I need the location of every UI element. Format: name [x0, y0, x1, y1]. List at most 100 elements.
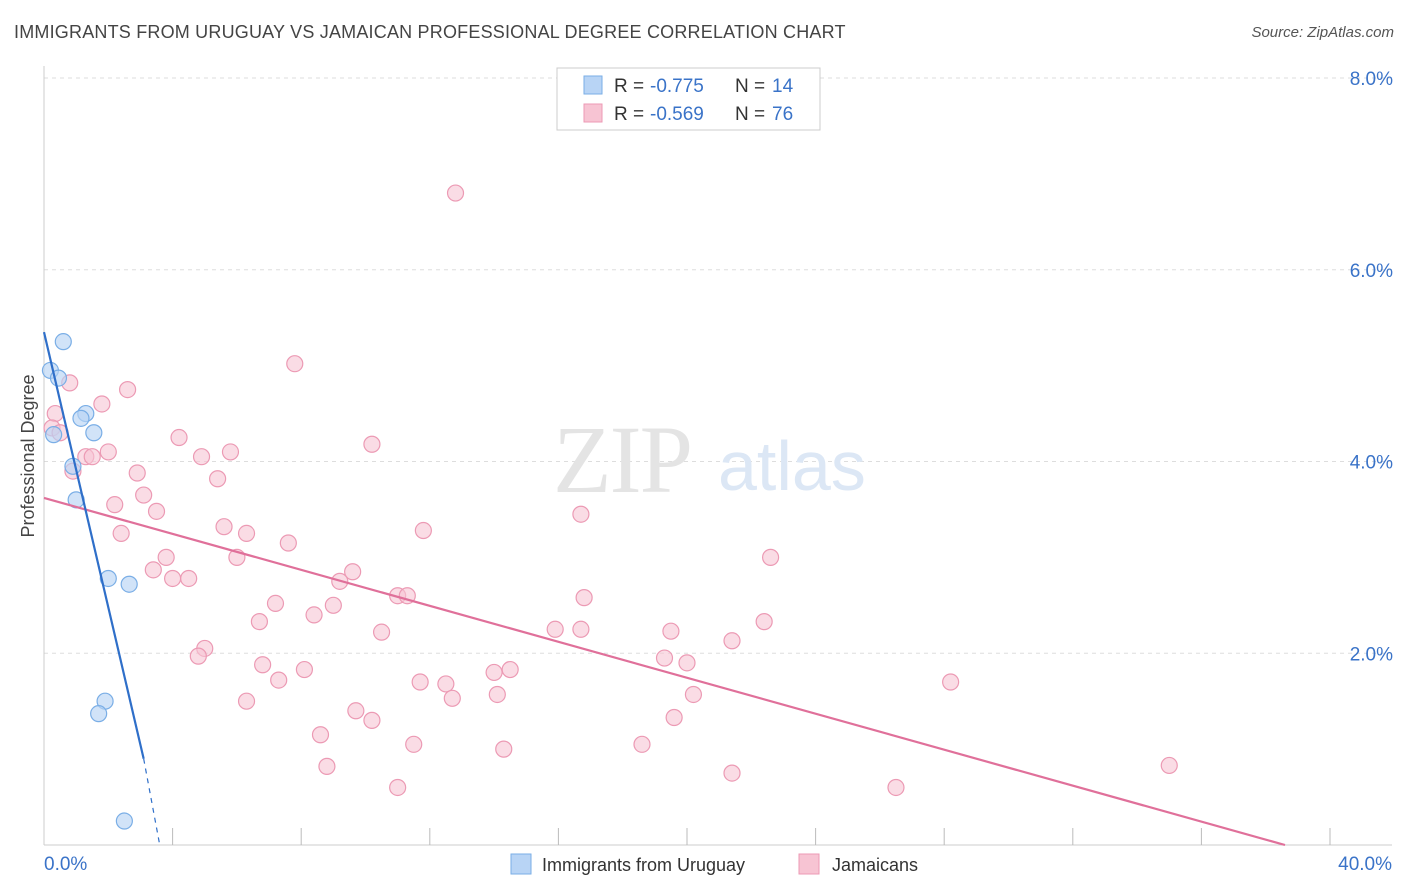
stats-r-value-jamaica: -0.569 — [650, 104, 704, 125]
data-point-jamaicans — [170, 428, 188, 447]
y-tick-label: 6.0% — [1350, 261, 1393, 282]
data-point-jamaicans — [572, 505, 590, 523]
data-point-jamaicans — [665, 708, 683, 727]
data-point-jamaicans — [295, 660, 314, 679]
axes — [43, 66, 1392, 846]
data-point-jamaicans — [209, 470, 227, 488]
data-point-jamaicans — [723, 764, 741, 782]
data-point-jamaicans — [723, 632, 741, 650]
data-point-jamaicans — [411, 673, 429, 691]
data-point-jamaicans — [254, 656, 272, 674]
data-point-jamaicans — [437, 675, 455, 693]
data-point-uruguay — [85, 424, 103, 442]
data-point-uruguay — [99, 569, 117, 588]
data-point-jamaicans — [279, 534, 297, 552]
data-point-jamaicans — [157, 548, 175, 566]
data-point-jamaicans — [363, 711, 381, 729]
data-point-jamaicans — [106, 496, 124, 514]
data-point-jamaicans — [180, 569, 198, 588]
data-point-jamaicans — [286, 355, 304, 373]
data-point-jamaicans — [546, 620, 564, 638]
data-point-jamaicans — [221, 443, 240, 461]
stats-n-value-uruguay: 14 — [772, 76, 794, 97]
data-point-jamaicans — [488, 685, 506, 704]
data-point-jamaicans — [572, 620, 590, 638]
data-point-jamaicans — [405, 735, 423, 753]
data-point-jamaicans — [128, 464, 146, 482]
stats-n-label-jamaica: N = — [735, 104, 765, 125]
data-point-jamaicans — [414, 521, 432, 540]
data-point-jamaicans — [144, 561, 162, 579]
source-label: Source: ZipAtlas.com — [1251, 24, 1394, 41]
data-point-jamaicans — [250, 613, 269, 631]
trend-line-jamaicans — [43, 496, 1286, 847]
data-point-jamaicans — [684, 685, 703, 704]
data-point-jamaicans — [112, 524, 130, 543]
watermark-zip: ZIP — [553, 406, 691, 513]
data-point-jamaicans — [266, 594, 285, 612]
data-point-uruguay — [115, 812, 133, 830]
data-point-jamaicans — [446, 184, 465, 202]
trend-line-uruguay-extension — [143, 758, 161, 846]
stats-swatch-jamaica — [583, 103, 603, 123]
data-point-jamaicans — [347, 702, 365, 720]
data-point-uruguay — [90, 705, 108, 723]
data-point-jamaicans — [1160, 756, 1178, 775]
data-point-jamaicans — [887, 778, 905, 797]
chart-title: IMMIGRANTS FROM URUGUAY VS JAMAICAN PROF… — [14, 22, 846, 42]
data-point-jamaicans — [83, 448, 101, 466]
data-point-jamaicans — [942, 673, 960, 691]
data-point-jamaicans — [655, 649, 674, 667]
x-tick-label: 40.0% — [1338, 854, 1392, 875]
data-point-jamaicans — [215, 518, 233, 536]
data-point-jamaicans — [305, 606, 323, 624]
data-point-jamaicans — [99, 443, 117, 461]
data-point-jamaicans — [147, 502, 166, 520]
data-point-jamaicans — [324, 596, 342, 614]
data-point-jamaicans — [237, 524, 256, 543]
y-tick-label: 2.0% — [1350, 644, 1393, 665]
data-point-jamaicans — [678, 654, 696, 672]
data-point-uruguay — [54, 333, 72, 351]
data-point-jamaicans — [344, 563, 362, 581]
data-point-jamaicans — [164, 569, 182, 588]
stats-legend: R = -0.775 N = 14 R = -0.569 N = 76 — [556, 67, 821, 131]
y-tick-label: 8.0% — [1350, 69, 1393, 90]
data-point-jamaicans — [761, 548, 780, 566]
data-point-jamaicans — [755, 613, 773, 631]
legend-swatch-uruguay — [510, 853, 532, 875]
stats-r-label-uruguay: R = — [614, 76, 644, 97]
data-point-jamaicans — [443, 689, 461, 707]
data-point-jamaicans — [389, 778, 407, 797]
series-legend: Immigrants from Uruguay Jamaicans — [510, 853, 918, 875]
data-point-uruguay — [72, 409, 90, 427]
y-tick-label: 4.0% — [1350, 453, 1393, 474]
data-point-jamaicans — [318, 757, 336, 775]
data-point-uruguay — [120, 575, 138, 593]
data-point-jamaicans — [118, 380, 137, 399]
y-axis-label: Professional Degree — [18, 374, 38, 537]
watermark-atlas: atlas — [718, 427, 866, 505]
trend-lines — [42, 331, 1286, 847]
data-point-jamaicans — [501, 660, 519, 679]
data-point-jamaicans — [575, 589, 593, 607]
data-point-jamaicans — [485, 663, 503, 682]
data-point-jamaicans — [633, 735, 651, 753]
grid-lines — [44, 77, 1392, 654]
series-jamaicans — [43, 184, 1178, 797]
legend-label-uruguay: Immigrants from Uruguay — [542, 855, 745, 875]
data-point-jamaicans — [311, 726, 330, 744]
trend-line-uruguay — [42, 331, 145, 759]
data-point-jamaicans — [189, 647, 207, 665]
data-point-jamaicans — [270, 671, 288, 689]
stats-n-label-uruguay: N = — [735, 76, 765, 97]
data-point-jamaicans — [372, 623, 391, 641]
data-point-jamaicans — [363, 435, 381, 453]
data-point-uruguay — [45, 426, 63, 444]
data-point-jamaicans — [237, 692, 256, 710]
data-point-jamaicans — [192, 448, 211, 466]
data-point-jamaicans — [662, 622, 680, 640]
tick-labels: 2.0% 4.0% 6.0% 8.0% 0.0% 40.0% — [44, 69, 1393, 875]
x-tick-label: 0.0% — [44, 854, 87, 875]
